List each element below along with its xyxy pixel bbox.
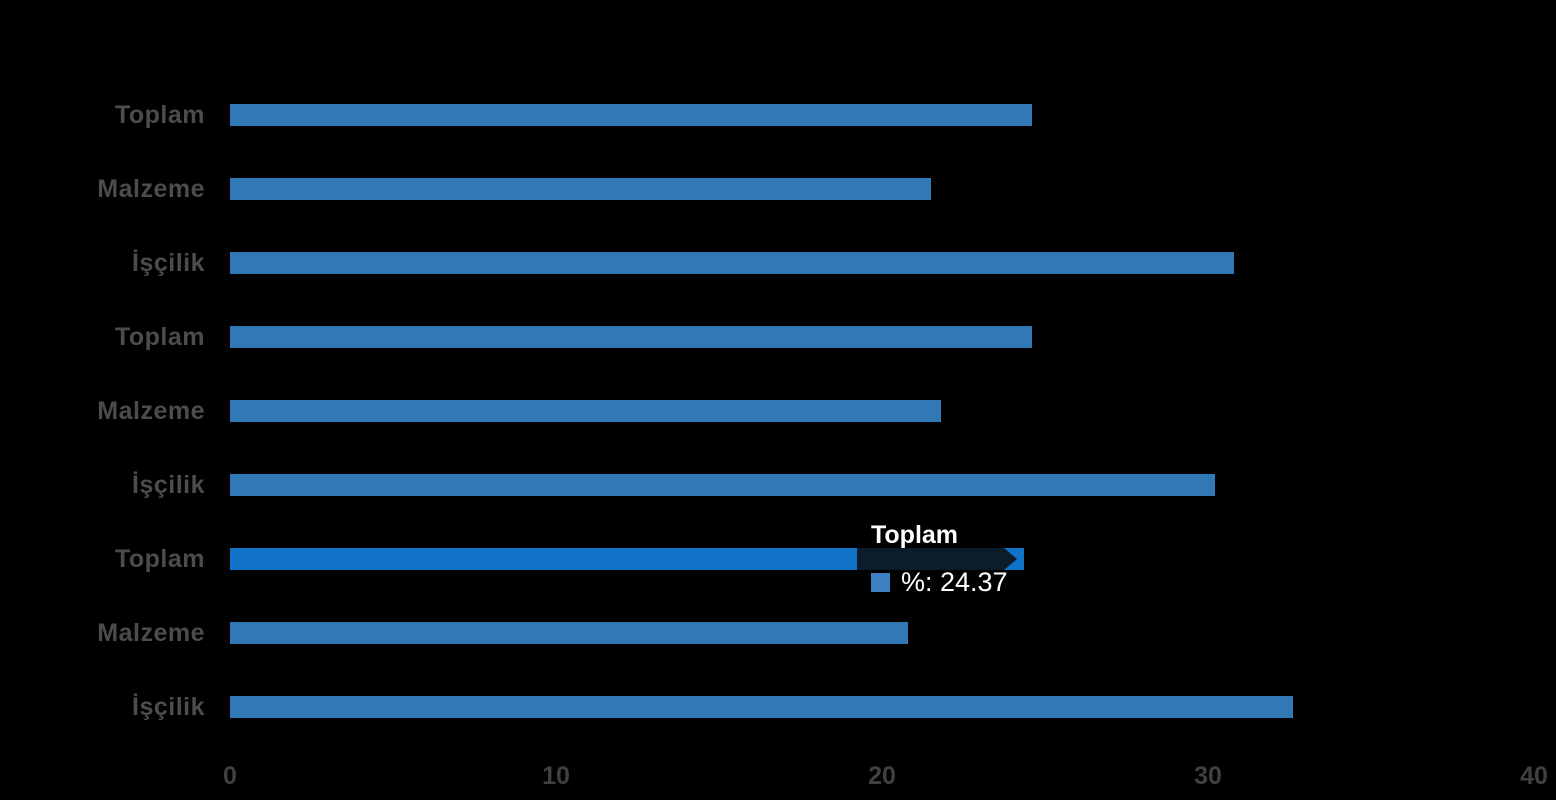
y-axis-label: Toplam [114,544,205,573]
bar-iscilik-group2[interactable] [230,474,1215,496]
tooltip-value-row: %: 24.37 [871,567,1008,598]
x-tick-20: 20 [868,762,896,790]
tooltip-series-marker-icon [871,573,890,592]
bar-toplam-group1[interactable] [230,104,1032,126]
chart-row: Toplam [0,322,1556,351]
chart-row: İşçilik [0,692,1556,721]
x-tick-40: 40 [1520,762,1548,790]
tooltip-title: Toplam [871,521,959,549]
y-axis-label: Toplam [114,322,205,351]
chart-row: Malzeme [0,618,1556,647]
y-axis-label: İşçilik [132,692,205,721]
bar-malzeme-group3[interactable] [230,622,908,644]
chart-row: Malzeme [0,396,1556,425]
chart-row: İşçilik [0,470,1556,499]
x-tick-10: 10 [542,762,570,790]
chart-row: İşçilik [0,248,1556,277]
y-axis-label: Malzeme [97,396,205,425]
y-axis-label: İşçilik [132,470,205,499]
bar-toplam-group3-hovered[interactable] [230,548,1024,570]
y-axis-label: Malzeme [97,174,205,203]
y-axis-label: Toplam [114,100,205,129]
bar-iscilik-group3[interactable] [230,696,1293,718]
y-axis-label: Malzeme [97,618,205,647]
tooltip-pointer-arrow [857,548,1017,570]
bar-iscilik-group1[interactable] [230,252,1234,274]
bar-malzeme-group1[interactable] [230,178,931,200]
bar-malzeme-group2[interactable] [230,400,941,422]
chart-row: Toplam [0,100,1556,129]
x-tick-0: 0 [223,762,237,790]
tooltip-value: %: 24.37 [901,567,1008,597]
chart-row: Malzeme [0,174,1556,203]
x-tick-30: 30 [1194,762,1222,790]
chart-row: Toplam [0,544,1556,573]
y-axis-label: İşçilik [132,248,205,277]
bar-toplam-group2[interactable] [230,326,1032,348]
